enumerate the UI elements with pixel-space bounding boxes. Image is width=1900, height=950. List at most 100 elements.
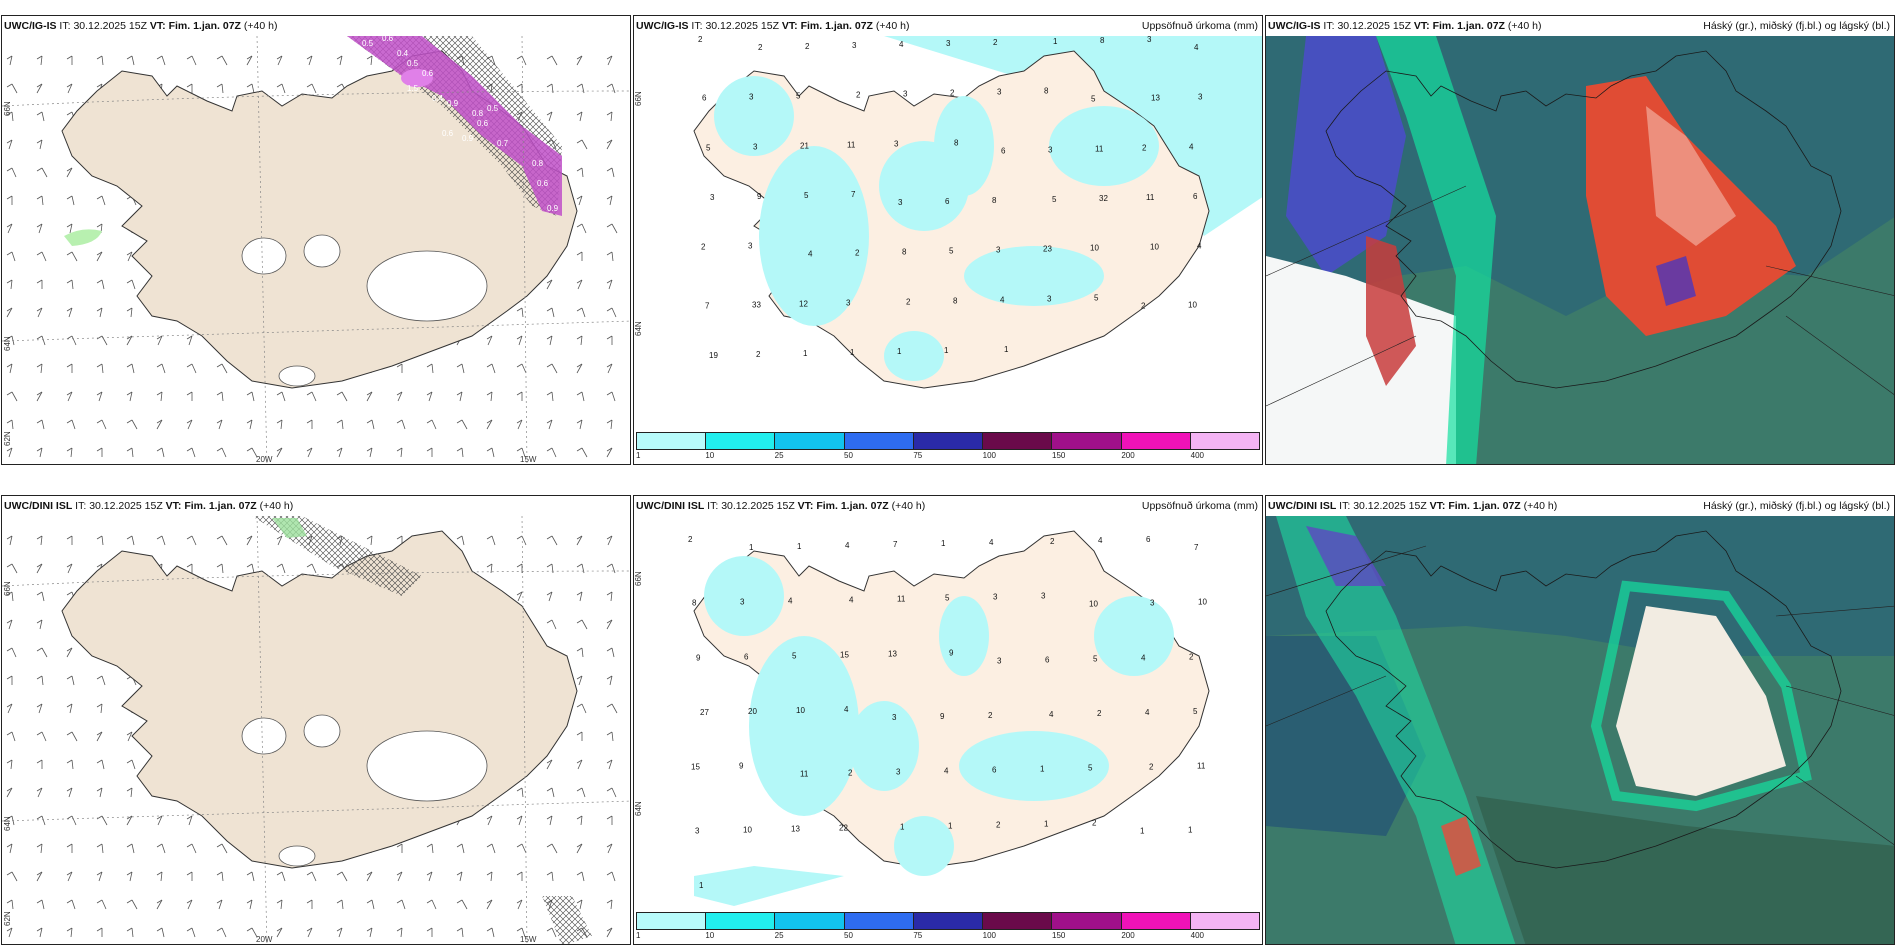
wind-barb-tick	[246, 927, 253, 932]
wind-barb	[156, 419, 163, 430]
wind-barb-tick	[156, 815, 163, 820]
wind-barb	[251, 563, 255, 574]
wind-barb	[581, 647, 584, 658]
wind-barb-tick	[366, 927, 373, 932]
wind-barb	[126, 335, 133, 346]
value-label: 8	[953, 296, 958, 305]
wind-barb	[68, 787, 73, 798]
wind-barb-tick	[606, 83, 613, 88]
wind-barb	[37, 787, 43, 798]
wind-barb-tick	[516, 83, 523, 88]
wind-barb	[401, 419, 406, 430]
wind-barb-tick	[516, 335, 523, 340]
wind-barb	[41, 675, 44, 686]
colorbar-swatch	[844, 433, 914, 449]
wind-barb	[127, 731, 133, 742]
wind-barb-tick	[66, 871, 73, 876]
wind-barb	[40, 843, 43, 854]
wind-barb-tick	[456, 447, 463, 452]
wind-barb	[551, 787, 555, 798]
wind-barb-tick	[6, 195, 13, 200]
wind-barb	[611, 251, 614, 262]
wind-barb	[131, 447, 134, 458]
wind-barb-tick	[126, 391, 133, 396]
wind-barb	[101, 815, 108, 826]
value-label: 3	[695, 826, 700, 835]
wind-barb	[276, 447, 283, 458]
value-label: 1.5	[407, 84, 419, 93]
wind-barb-tick	[156, 419, 163, 424]
wind-barb-tick	[6, 167, 13, 172]
glacier-myrdalsjokull	[278, 845, 316, 867]
wind-barb-tick	[96, 391, 103, 396]
wind-barb	[607, 363, 613, 374]
glacier-hofsjokull	[303, 234, 341, 268]
wind-barb-tick	[426, 447, 433, 452]
wind-barb	[221, 447, 227, 458]
value-label: 2	[988, 711, 993, 720]
wind-barb-tick	[456, 535, 463, 540]
wind-barb	[251, 927, 258, 938]
wind-barb-tick	[36, 223, 43, 228]
value-label: 2	[950, 89, 955, 98]
wind-barb	[548, 591, 553, 602]
wind-barb-tick	[216, 927, 223, 932]
wind-barb-tick	[576, 335, 583, 340]
wind-barb-tick	[426, 419, 433, 424]
wind-barb	[517, 419, 523, 430]
wind-barb	[578, 675, 583, 686]
wind-barb-tick	[456, 419, 463, 424]
wind-barb	[581, 703, 587, 714]
projection-lines	[1266, 185, 1894, 407]
wind-barb	[580, 815, 583, 826]
wind-barb	[551, 55, 558, 66]
wind-barb-tick	[36, 447, 43, 452]
value-label: 1	[797, 542, 802, 551]
value-label: 4	[844, 705, 849, 714]
value-label: 4	[899, 40, 904, 49]
wind-barb-tick	[276, 899, 283, 904]
wind-barb-tick	[576, 675, 583, 680]
wind-barb-tick	[36, 335, 43, 340]
wind-barb	[188, 335, 193, 346]
wind-barb-tick	[606, 703, 613, 708]
wind-barb	[67, 563, 73, 574]
wind-barb-tick	[66, 647, 73, 652]
wind-barb-tick	[126, 787, 133, 792]
wind-barb-tick	[366, 899, 373, 904]
value-label: 2	[756, 350, 761, 359]
wind-barb-tick	[606, 927, 613, 932]
wind-barb-tick	[6, 815, 13, 820]
value-label: 6	[1045, 655, 1050, 664]
wind-barb	[281, 83, 286, 94]
wind-barb	[518, 815, 523, 826]
wind-barb-tick	[246, 563, 253, 568]
wind-barb-tick	[6, 55, 13, 60]
wind-barb	[339, 55, 343, 66]
precip-map-igis-panel: UWC/IG-IS IT: 30.12.2025 15Z VT: Fim. 1.…	[633, 15, 1263, 465]
wind-barb	[41, 167, 48, 178]
wind-barb-tick	[396, 391, 403, 396]
wind-barb	[251, 447, 258, 458]
wind-barb-tick	[36, 731, 43, 736]
wind-barb	[611, 731, 614, 742]
value-label: 3	[710, 193, 715, 202]
value-label: 6	[1146, 535, 1151, 544]
value-label: 0.8	[472, 109, 484, 118]
wind-barb-tick	[66, 83, 73, 88]
wind-barb	[101, 899, 107, 910]
wind-barb-tick	[126, 899, 133, 904]
wind-barb-tick	[6, 675, 13, 680]
wind-barb-tick	[6, 419, 13, 424]
wind-barb	[96, 251, 103, 262]
wind-barb-tick	[396, 419, 403, 424]
colorbar-swatch	[637, 433, 707, 449]
wind-barb-tick	[36, 167, 43, 172]
value-label: 3	[997, 88, 1002, 97]
wind-barb-tick	[456, 363, 463, 368]
wind-barb-tick	[606, 535, 613, 540]
wind-barb-tick	[126, 731, 133, 736]
value-label: 1	[749, 543, 754, 552]
value-label: 7	[705, 301, 710, 310]
wind-barb-tick	[36, 391, 43, 396]
